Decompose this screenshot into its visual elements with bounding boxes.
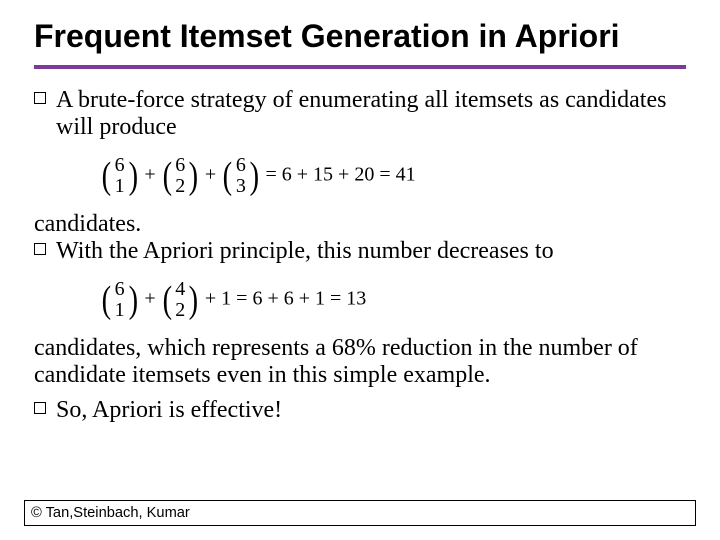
bullet-icon <box>34 92 46 104</box>
slide-body: A brute-force strategy of enumerating al… <box>34 87 686 424</box>
continuation-text: candidates. <box>34 211 686 238</box>
slide-title: Frequent Itemset Generation in Apriori <box>34 18 686 55</box>
continuation-text: candidates, which represents a 68% reduc… <box>34 335 686 389</box>
bullet-icon <box>34 243 46 255</box>
footer-credit: © Tan,Steinbach, Kumar <box>24 500 696 526</box>
bullet-text: A brute-force strategy of enumerating al… <box>56 87 686 141</box>
title-rule <box>34 65 686 69</box>
bullet-icon <box>34 402 46 414</box>
slide: Frequent Itemset Generation in Apriori A… <box>0 0 720 540</box>
formula-brute-force: (61) + (62) + (63) = 6 + 15 + 20 = 41 <box>100 155 686 197</box>
bullet-text: With the Apriori principle, this number … <box>56 238 686 265</box>
footer-text: © Tan,Steinbach, Kumar <box>31 505 190 521</box>
bullet-item: With the Apriori principle, this number … <box>34 238 686 265</box>
formula-apriori: (61) + (42) + 1 = 6 + 6 + 1 = 13 <box>100 279 686 321</box>
bullet-item: So, Apriori is effective! <box>34 397 686 424</box>
bullet-text: So, Apriori is effective! <box>56 397 686 424</box>
bullet-item: A brute-force strategy of enumerating al… <box>34 87 686 141</box>
